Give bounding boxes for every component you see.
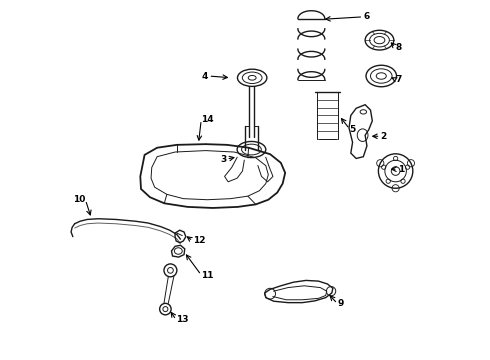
Text: 11: 11	[201, 270, 214, 279]
Text: 12: 12	[193, 237, 205, 246]
Text: 9: 9	[338, 299, 344, 308]
Text: 4: 4	[202, 72, 208, 81]
Text: 2: 2	[381, 132, 387, 141]
Text: 13: 13	[176, 315, 189, 324]
Text: 6: 6	[364, 12, 369, 21]
Text: 5: 5	[350, 125, 356, 134]
Text: 10: 10	[73, 195, 85, 204]
Text: 8: 8	[395, 43, 402, 52]
Text: 7: 7	[395, 75, 402, 84]
Text: 14: 14	[201, 115, 214, 124]
Text: 1: 1	[398, 165, 404, 174]
Text: 3: 3	[220, 155, 226, 164]
